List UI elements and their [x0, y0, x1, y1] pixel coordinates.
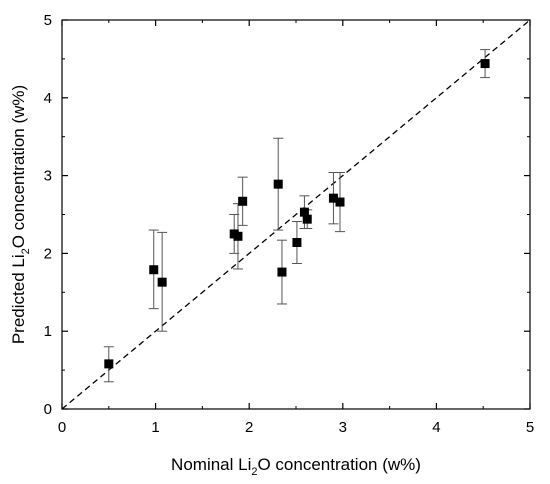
x-tick-label: 4: [432, 419, 440, 436]
data-point: [335, 197, 345, 207]
y-axis-label: Predicted Li2O concentration (w%): [9, 85, 32, 344]
data-point: [233, 231, 243, 241]
data-point: [104, 359, 114, 369]
y-tick-label: 0: [44, 401, 52, 418]
data-point: [238, 196, 248, 206]
data-point: [149, 265, 159, 275]
y-tick-label: 5: [44, 12, 52, 29]
data-point: [480, 59, 490, 69]
y-tick-label: 1: [44, 323, 52, 340]
x-tick-label: 0: [58, 419, 66, 436]
data-points: [104, 59, 490, 369]
plot-area: [61, 19, 531, 410]
data-point: [157, 277, 167, 287]
y-tick-label: 3: [44, 168, 52, 185]
data-point: [302, 214, 312, 224]
y-axis: 0 1 2 3 4 5: [44, 12, 530, 418]
x-axis-label: Nominal Li2O concentration (w%): [171, 455, 421, 478]
x-tick-label: 2: [245, 419, 253, 436]
identity-reference-line: [61, 19, 531, 410]
error-bars: [103, 49, 491, 383]
data-point: [328, 193, 338, 203]
y-tick-label: 2: [44, 245, 52, 262]
x-tick-label: 1: [151, 419, 159, 436]
data-point: [292, 238, 302, 248]
data-point: [299, 207, 309, 217]
data-point: [273, 179, 283, 189]
x-tick-label: 5: [526, 419, 534, 436]
data-point: [277, 267, 287, 277]
x-tick-label: 3: [339, 419, 347, 436]
y-tick-label: 4: [44, 90, 52, 107]
x-axis: 0 1 2 3 4 5: [58, 20, 534, 436]
